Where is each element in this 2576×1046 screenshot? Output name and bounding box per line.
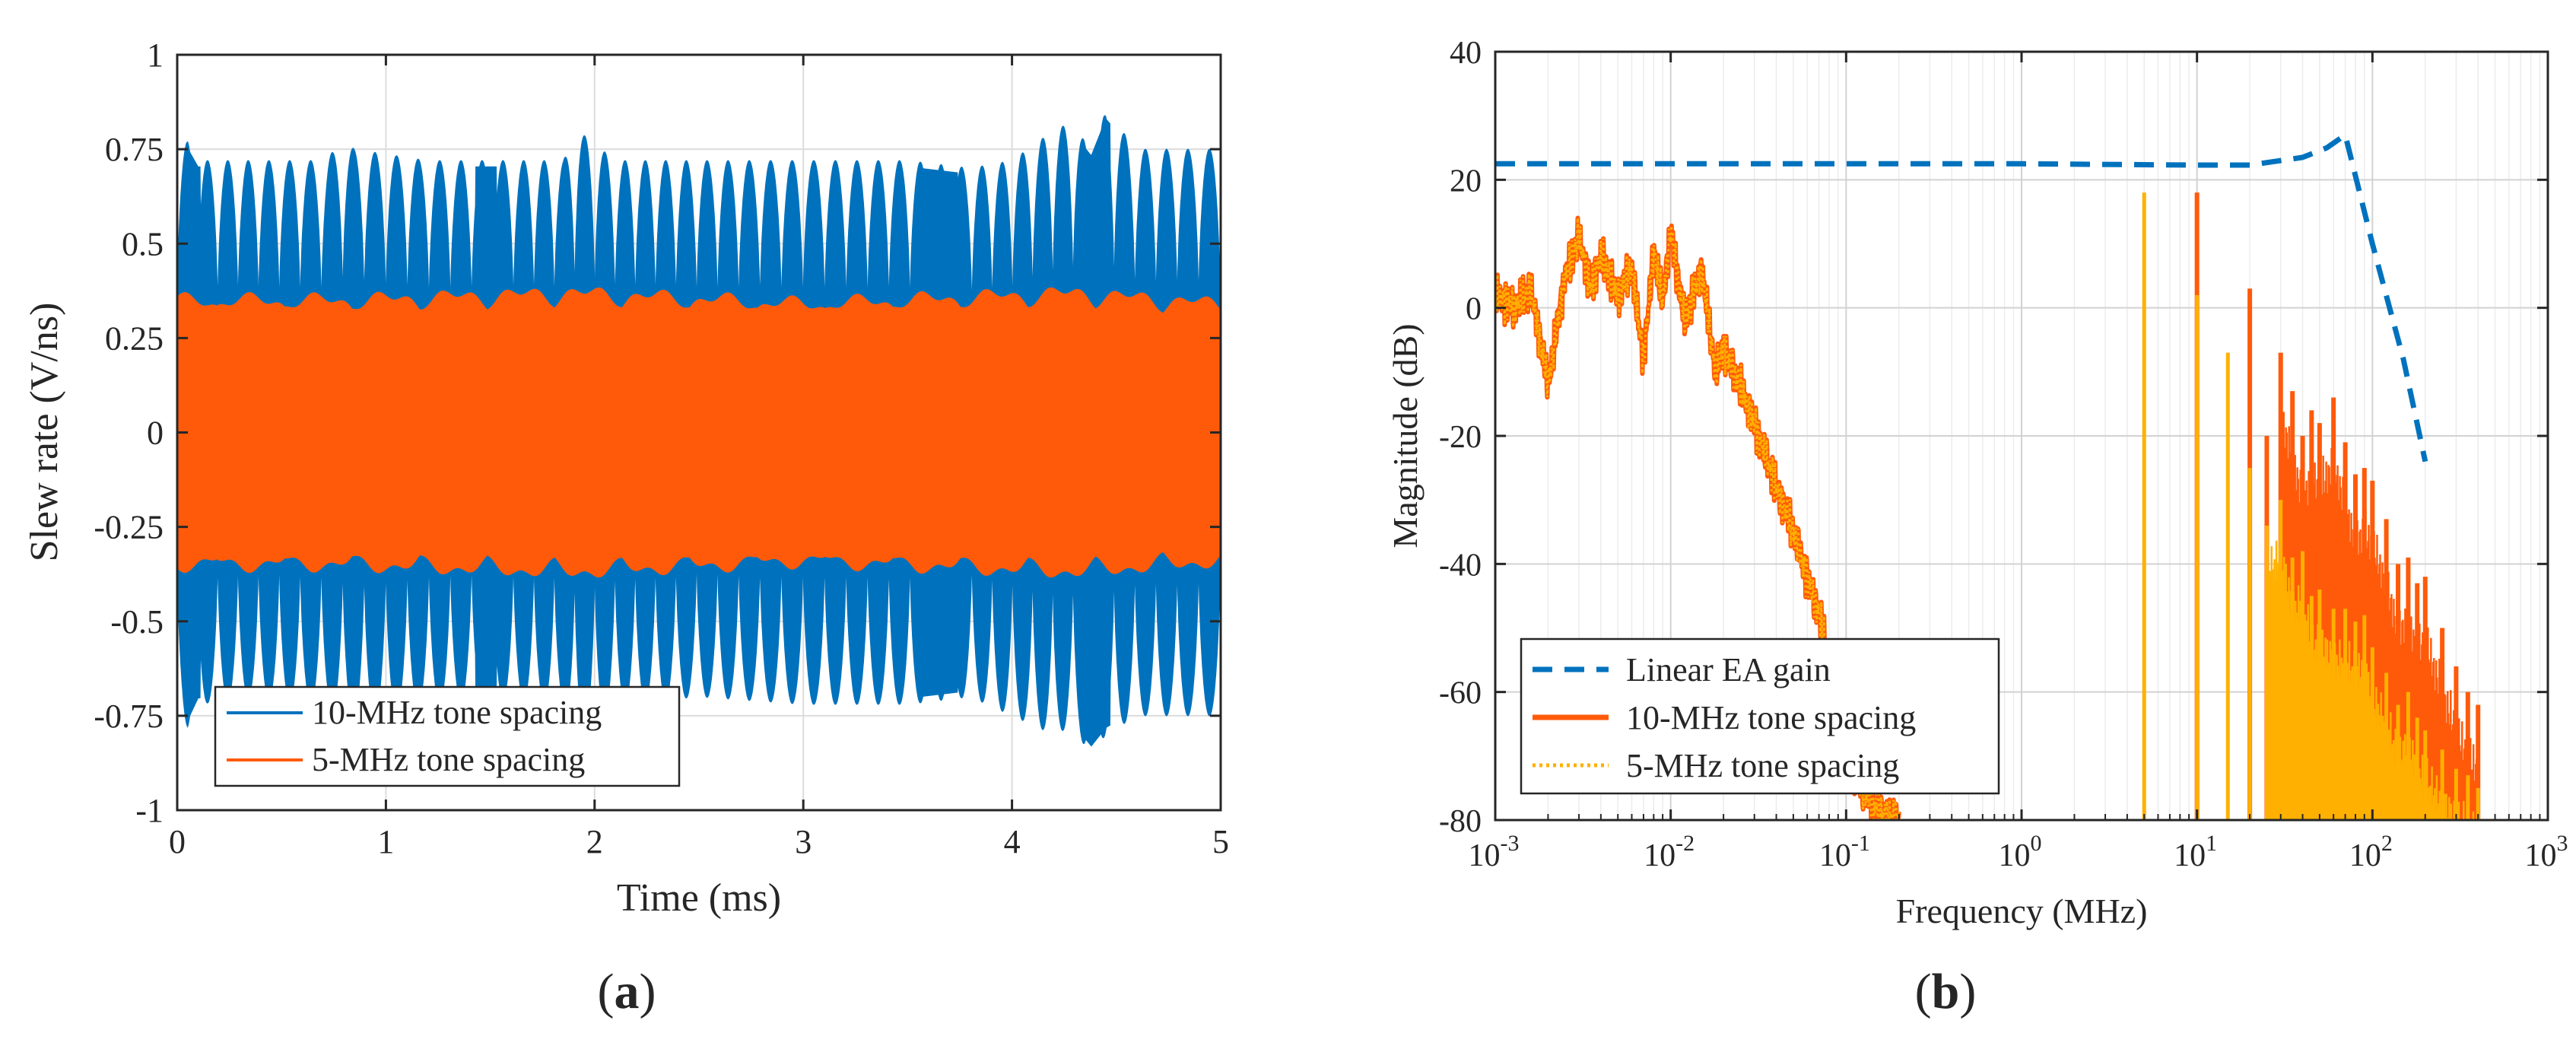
y-tick-label: 0.25: [105, 320, 164, 357]
legend-label-b-5mhz: 5-MHz tone spacing: [1626, 747, 1899, 784]
legend-label-b-ea: Linear EA gain: [1626, 651, 1831, 688]
x-tick-label: 2: [586, 823, 603, 860]
y-tick-label: 20: [1450, 164, 1482, 199]
y-axis-label-b: Magnitude (dB): [1386, 323, 1425, 548]
x-tick-label: 4: [1004, 823, 1021, 860]
x-tick-label: 0: [169, 823, 186, 860]
y-tick-label: -40: [1439, 548, 1482, 583]
x-tick-labels-b: 10-3 10-2 10-1 100 101 102 103: [1469, 831, 2568, 873]
y-tick-label: 0: [147, 415, 164, 452]
legend-b: Linear EA gain 10-MHz tone spacing 5-MHz…: [1520, 637, 2000, 795]
panel-paren-open-a: (: [598, 964, 615, 1019]
y-tick-label: -80: [1439, 804, 1482, 839]
x-tick-label: 1: [377, 823, 394, 860]
data-layer-a: [177, 115, 1221, 747]
y-tick-labels-b: -80 -60 -40 -20 0 20 40: [1439, 36, 1482, 839]
panel-label-b: (b): [1915, 964, 1977, 1019]
x-tick-label: 102: [2349, 831, 2393, 873]
y-tick-label: 0.75: [105, 131, 164, 168]
y-tick-label: -0.25: [94, 509, 164, 546]
x-tick-label: 10-2: [1644, 831, 1695, 873]
ticks-a: [176, 53, 1222, 812]
y-tick-label: -0.75: [94, 698, 164, 735]
y-tick-label: 0: [1466, 292, 1482, 327]
x-tick-label: 100: [1999, 831, 2042, 873]
legend-a: 10-MHz tone spacing 5-MHz tone spacing: [214, 685, 681, 787]
x-axis-label-a: Time (ms): [617, 876, 781, 920]
legend-label-a-10mhz: 10-MHz tone spacing: [312, 694, 602, 731]
panel-a-chart: -1 -0.75 -0.5 -0.25 0 0.25 0.5 0.75 1 0 1 2 3 4 5 Tim…: [23, 37, 1229, 1019]
x-tick-labels-a: 0 1 2 3 4 5: [169, 823, 1229, 860]
x-tick-label: 103: [2525, 831, 2568, 873]
y-tick-label: 0.5: [122, 225, 164, 262]
y-tick-label: -20: [1439, 420, 1482, 455]
y-axis-label-a: Slew rate (V/ns): [23, 303, 66, 562]
x-tick-label: 3: [795, 823, 812, 860]
series-b-linear-ea-gain: [1495, 132, 2428, 463]
legend-label-a-5mhz: 5-MHz tone spacing: [312, 741, 585, 778]
legend-label-b-10mhz: 10-MHz tone spacing: [1626, 699, 1916, 736]
y-tick-label: -0.5: [110, 603, 164, 641]
panel-label-a: (a): [598, 964, 656, 1019]
panel-paren-open-b: (: [1915, 964, 1932, 1019]
panel-paren-close-a: ): [640, 964, 656, 1019]
series-a-5mhz-area: [177, 287, 1221, 578]
y-tick-label: 40: [1450, 36, 1482, 71]
x-tick-label: 5: [1212, 823, 1229, 860]
x-tick-label: 10-1: [1819, 831, 1870, 873]
y-tick-label: -60: [1439, 676, 1482, 711]
panel-letter-b: b: [1932, 964, 1960, 1019]
x-axis-label-b: Frequency (MHz): [1896, 892, 2148, 930]
panel-paren-close-b: ): [1959, 964, 1976, 1019]
y-tick-labels-a: -1 -0.75 -0.5 -0.25 0 0.25 0.5 0.75 1: [94, 37, 164, 829]
x-tick-label: 10-3: [1469, 831, 1520, 873]
ticks-b: [1494, 50, 2549, 822]
y-tick-label: -1: [135, 792, 164, 829]
x-tick-label: 101: [2174, 831, 2217, 873]
y-tick-label: 1: [147, 37, 164, 74]
panel-letter-a: a: [615, 964, 640, 1019]
